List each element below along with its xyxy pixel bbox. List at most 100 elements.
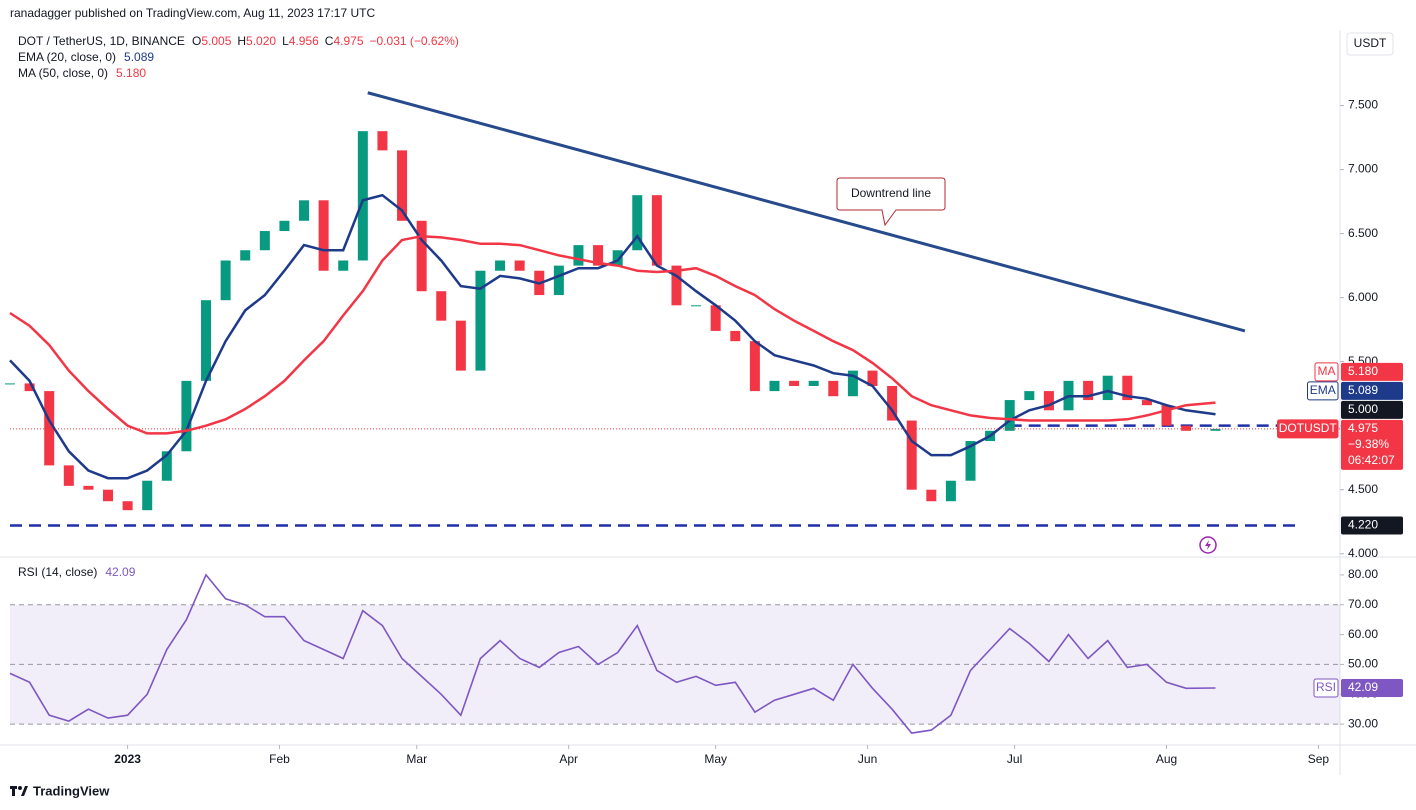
- x-tick-label: Jun: [858, 752, 877, 766]
- candle: [436, 291, 447, 321]
- candle: [808, 380, 819, 386]
- x-tick-label: Sep: [1308, 752, 1330, 766]
- quote-key: H: [237, 34, 246, 48]
- legend-name: EMA (20, close, 0): [18, 50, 116, 64]
- quote-key: L: [282, 34, 289, 48]
- y-tick-label: 4.500: [1348, 482, 1378, 496]
- price-tag-extra: −9.38%: [1348, 437, 1389, 451]
- candle: [83, 485, 94, 490]
- x-tick-label: Apr: [559, 752, 578, 766]
- price-tag: [1341, 419, 1403, 470]
- legend-value: 5.089: [124, 50, 154, 64]
- candle: [945, 480, 956, 502]
- y-tick-label: 50.00: [1348, 657, 1378, 671]
- alert-icon[interactable]: [1199, 536, 1217, 554]
- y-tick-label: 6.000: [1348, 290, 1378, 304]
- price-tag-name: MA: [1318, 364, 1336, 378]
- candle: [965, 441, 976, 481]
- quote-change: −0.031 (−0.62%): [370, 34, 459, 48]
- price-tag: [1341, 400, 1403, 419]
- quote-value: 4.975: [333, 34, 363, 48]
- candle: [181, 380, 192, 452]
- quote-value: 4.956: [289, 34, 319, 48]
- y-tick-label: 60.00: [1348, 627, 1378, 641]
- legend-name: RSI (14, close): [18, 565, 97, 579]
- y-tick-label: 4.000: [1348, 546, 1378, 560]
- candle: [142, 480, 153, 511]
- candle: [161, 451, 172, 481]
- legend-value: 5.180: [116, 66, 146, 80]
- candle: [651, 195, 662, 266]
- rsi-tag-name: RSI: [1316, 680, 1336, 694]
- candle: [789, 380, 800, 386]
- candle: [455, 320, 466, 371]
- x-tick-label: Feb: [269, 752, 290, 766]
- price-tag: [1341, 516, 1403, 535]
- price-tag-extra: 06:42:07: [1348, 453, 1395, 467]
- candle: [1043, 391, 1054, 411]
- candle: [573, 245, 584, 266]
- legend-entry: EMA (20, close, 0) 5.089: [18, 50, 154, 64]
- quote-value: 5.005: [201, 34, 231, 48]
- candle: [240, 250, 251, 261]
- candle: [926, 489, 937, 502]
- price-tag-name: DOTUSDT: [1279, 421, 1338, 435]
- candle: [377, 131, 388, 151]
- candle: [475, 270, 486, 371]
- candle: [201, 300, 212, 381]
- candle: [357, 131, 368, 261]
- unit-box[interactable]: [1346, 32, 1394, 56]
- rsi-tag: [1341, 679, 1403, 698]
- x-tick-label: 2023: [114, 752, 141, 766]
- price-tag-name-box: [1314, 362, 1339, 382]
- candle: [122, 501, 133, 511]
- candle: [1181, 425, 1192, 431]
- candle: [103, 489, 114, 502]
- y-tick-label: 6.500: [1348, 226, 1378, 240]
- candle: [299, 200, 310, 221]
- annotation-box: [836, 177, 946, 227]
- candle: [1161, 405, 1172, 426]
- candle: [397, 150, 408, 221]
- x-tick-label: Jul: [1007, 752, 1022, 766]
- candle: [495, 260, 506, 271]
- candle: [593, 245, 604, 266]
- legend-entry: MA (50, close, 0) 5.180: [18, 66, 146, 80]
- candle: [44, 391, 55, 466]
- brand: TradingView: [33, 783, 110, 798]
- price-tag-name-box: [1307, 381, 1339, 401]
- price-tag-name-box: [1277, 419, 1339, 439]
- candle: [887, 385, 898, 421]
- candle: [1210, 428, 1221, 431]
- legend-entry: RSI (14, close) 42.09: [18, 565, 136, 579]
- legend-name: MA (50, close, 0): [18, 66, 108, 80]
- candle: [514, 260, 525, 271]
- legend-title: DOT / TetherUS, 1D, BINANCE: [18, 34, 185, 48]
- candle: [632, 195, 643, 251]
- annotation-text: Downtrend line: [851, 186, 931, 200]
- candle: [612, 250, 623, 266]
- rsi-line: [9, 573, 1216, 734]
- candle: [416, 220, 427, 292]
- quote-key: C: [325, 34, 334, 48]
- x-tick-label: Mar: [406, 752, 427, 766]
- candle: [828, 380, 839, 397]
- y-tick-label: 80.00: [1348, 567, 1378, 581]
- price-tag: [1341, 362, 1403, 381]
- y-tick-label: 70.00: [1348, 597, 1378, 611]
- candle: [671, 265, 682, 306]
- y-tick-label: 7.500: [1348, 98, 1378, 112]
- rsi-tag-label: 42.09: [1348, 680, 1378, 694]
- candle: [1004, 400, 1015, 431]
- published-note: ranadagger published on TradingView.com,…: [10, 6, 375, 20]
- candle: [906, 420, 917, 490]
- x-tick-label: Aug: [1156, 752, 1177, 766]
- candle: [259, 231, 270, 251]
- price-tag-label: 5.089: [1348, 383, 1378, 397]
- quote-key: O: [192, 34, 201, 48]
- price-tag-label: 5.180: [1348, 364, 1378, 378]
- candle: [1102, 375, 1113, 401]
- price-tag: [1341, 381, 1403, 400]
- candle: [279, 220, 290, 232]
